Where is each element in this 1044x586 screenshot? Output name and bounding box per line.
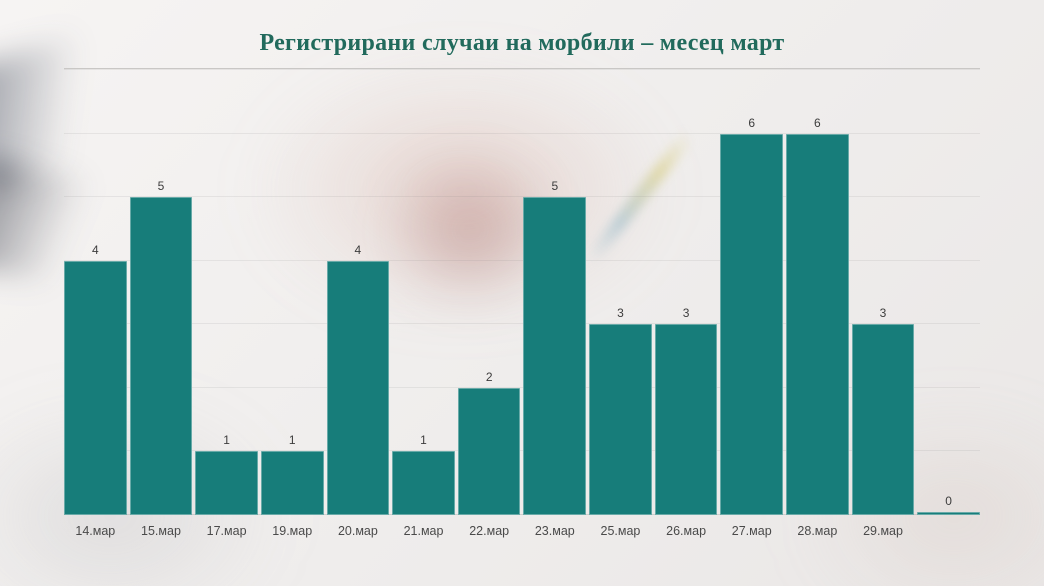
bar [457,387,521,515]
bar-column: 6 27.мар [720,70,784,538]
bar [129,197,193,515]
x-axis-label: 20.мар [337,524,378,538]
x-axis-label: 19.мар [272,524,313,538]
bar [195,451,258,515]
bar [917,512,980,515]
bar-column: 4 14.мар [64,70,127,538]
bar [326,260,390,515]
bar-value-label: 3 [682,306,690,321]
x-axis-label: 29.мар [863,524,903,538]
bar-column: 3 25.мар [589,70,652,538]
x-axis-label: 17.мар [206,524,247,538]
bar-value-label: 4 [91,242,99,257]
bar-column: 0 [917,70,980,515]
bar-column: 5 23.мар [523,70,587,538]
gridline [64,132,980,134]
bar-value-label: 6 [748,115,756,130]
bar-value-label: 0 [945,494,952,508]
bar-value-label: 5 [551,179,559,194]
bar-column: 5 15.мар [129,70,193,538]
bar-value-label: 4 [354,242,362,257]
bar [64,260,127,515]
background-skin-tone-area [250,60,670,320]
bar [720,133,784,515]
bar-value-label: 5 [157,179,165,194]
gridline [64,450,980,452]
bar-value-label: 3 [617,306,624,321]
bar-column: 6 28.мар [786,70,849,538]
gridline [64,259,980,261]
bar-column: 3 29.мар [851,70,915,538]
x-axis-label: 22.мар [469,524,510,538]
bar-columns: 4 14.мар 5 15.мар 1 17.мар 1 19.мар 4 20.мар 1 21.м… [64,70,980,538]
x-axis-label: 21.мар [403,524,444,538]
bar-column: 1 19.мар [260,70,324,538]
bar-value-label: 1 [288,433,296,448]
gridline [64,69,980,70]
x-axis-label: 23.мар [534,524,575,538]
bar-column: 1 17.мар [195,70,258,538]
x-axis-label: 27.мар [731,524,772,538]
x-axis-label: 15.мар [141,524,181,538]
bar [260,451,324,515]
bar [523,197,587,515]
x-axis-label: 28.мар [797,524,838,538]
bar-column: 4 20.мар [326,70,390,538]
x-axis-label: 14.мар [75,524,116,538]
bar-column: 3 26.мар [654,70,718,538]
x-axis-line [64,514,980,515]
gridline [64,323,980,325]
bar-value-label: 2 [485,369,493,384]
bar [392,451,455,515]
bar-value-label: 1 [420,433,427,448]
bar [654,324,718,515]
bar [851,324,915,515]
bar-value-label: 1 [223,433,230,448]
bar [786,133,849,515]
x-axis-label: 26.мар [666,524,707,538]
gridline [64,196,980,198]
bar-chart: 4 14.мар 5 15.мар 1 17.мар 1 19.мар 4 20.мар 1 21.м… [64,69,980,538]
chart-title: Регистрирани случаи на морбили – месец м… [259,30,785,56]
bar-value-label: 3 [879,306,887,321]
x-axis-label: 25.мар [600,524,641,538]
bar-column: 1 21.мар [392,70,455,538]
bar [589,324,652,515]
bar-column: 2 22.мар [457,70,521,538]
gridline [64,386,980,388]
bar-value-label: 6 [814,115,821,130]
title-separator [64,68,980,69]
